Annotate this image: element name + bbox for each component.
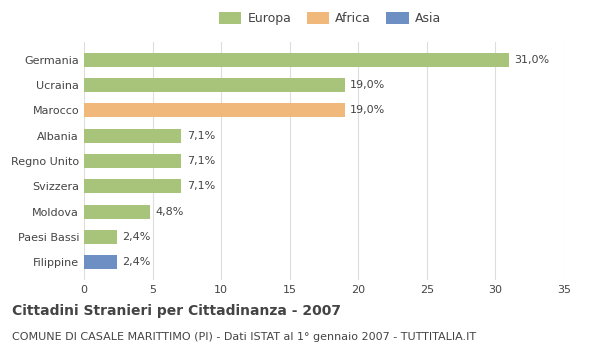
Text: 2,4%: 2,4% (122, 257, 151, 267)
Text: 7,1%: 7,1% (187, 156, 215, 166)
Bar (84, 205, 150, 218)
Text: 19,0%: 19,0% (350, 105, 385, 116)
Text: 19,0%: 19,0% (350, 80, 385, 90)
Text: COMUNE DI CASALE MARITTIMO (PI) - Dati ISTAT al 1° gennaio 2007 - TUTTITALIA.IT: COMUNE DI CASALE MARITTIMO (PI) - Dati I… (12, 332, 476, 343)
Bar (84, 230, 117, 244)
Text: 31,0%: 31,0% (515, 55, 550, 65)
Bar (84, 129, 181, 143)
Bar (84, 255, 117, 269)
Text: 2,4%: 2,4% (122, 232, 151, 242)
Bar (84, 179, 181, 193)
Text: 7,1%: 7,1% (187, 181, 215, 191)
Text: 4,8%: 4,8% (155, 206, 184, 217)
Text: 7,1%: 7,1% (187, 131, 215, 141)
Text: Cittadini Stranieri per Cittadinanza - 2007: Cittadini Stranieri per Cittadinanza - 2… (12, 304, 341, 318)
Bar (84, 104, 344, 117)
Bar (84, 53, 509, 67)
Bar (84, 154, 181, 168)
Legend: Europa, Africa, Asia: Europa, Africa, Asia (217, 10, 443, 28)
Bar (84, 78, 344, 92)
